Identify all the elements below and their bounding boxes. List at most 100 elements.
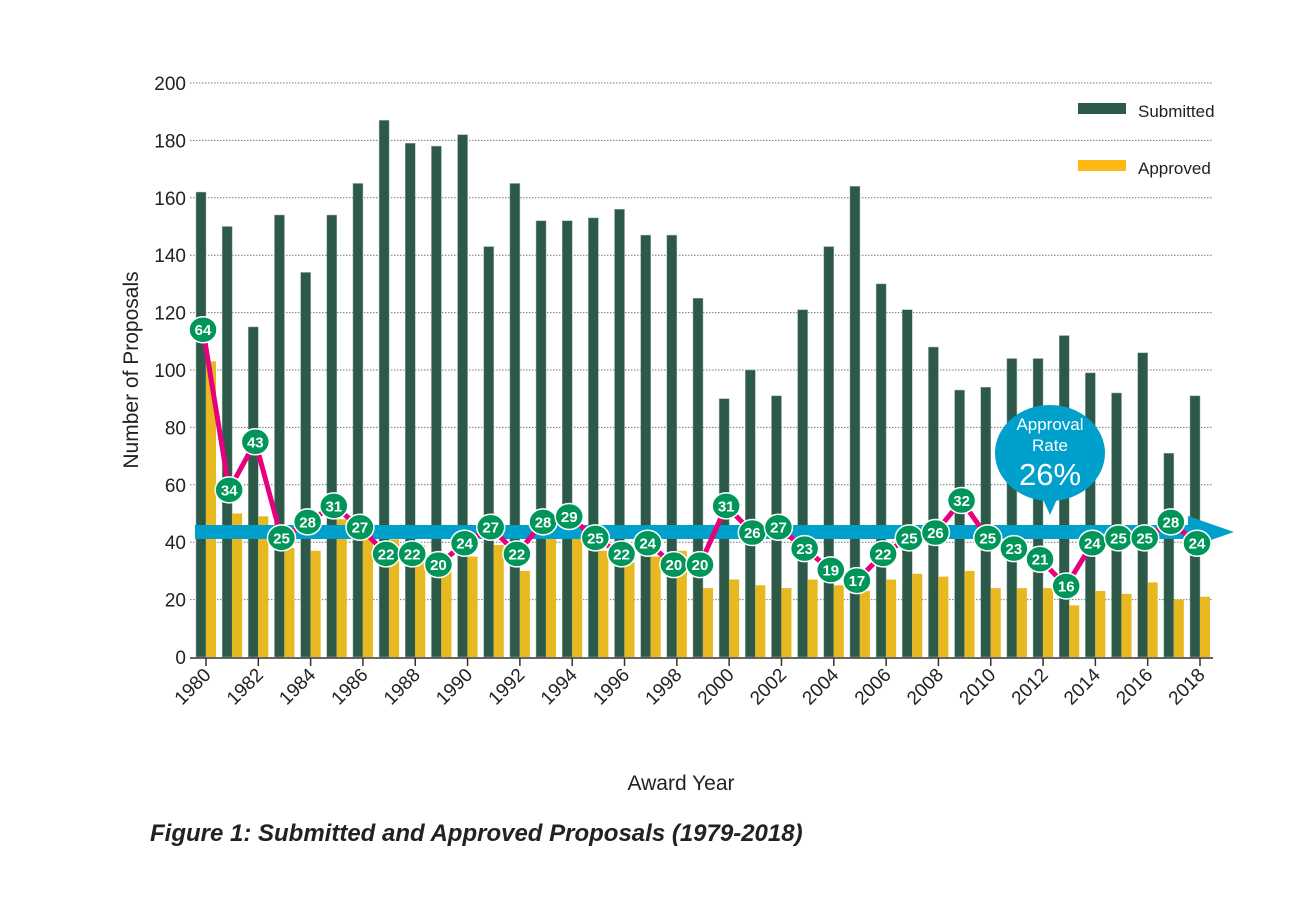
legend-swatch-submitted — [1078, 103, 1126, 114]
bar-submitted — [561, 220, 573, 658]
rate-marker — [423, 550, 454, 579]
bar-approved — [755, 585, 766, 657]
bubble-label-line2: Rate — [1032, 436, 1068, 455]
bar-submitted — [352, 183, 364, 658]
y-tick-label: 20 — [165, 591, 186, 612]
rate-marker-label: 22 — [378, 546, 395, 563]
rate-marker — [972, 524, 1003, 552]
legend-swatch-approved — [1078, 160, 1126, 171]
rate-marker — [292, 508, 323, 536]
rate-marker — [1129, 524, 1160, 552]
bar-approved — [964, 570, 975, 657]
rate-marker-label: 27 — [352, 520, 369, 537]
rate-marker — [554, 502, 584, 531]
bar-approved — [336, 519, 347, 657]
rate-marker-label: 25 — [273, 530, 290, 547]
x-tick-label: 1998 — [642, 665, 687, 710]
bar-approved — [650, 556, 661, 657]
bubble-value: 26% — [1019, 457, 1081, 492]
rate-marker-label: 23 — [1006, 541, 1023, 558]
bar-submitted — [378, 120, 390, 658]
y-tick-label: 140 — [154, 246, 186, 267]
rate-marker-label: 31 — [718, 498, 735, 515]
bar-submitted — [954, 389, 965, 658]
bar-approved — [362, 530, 373, 657]
bar-submitted — [666, 234, 678, 658]
rate-marker-label: 28 — [1162, 514, 1179, 531]
rate-marker-label: 43 — [247, 434, 264, 451]
rate-marker — [920, 518, 951, 547]
x-tick-label: 2018 — [1165, 665, 1210, 710]
y-tick-label: 80 — [165, 418, 186, 439]
x-axis-ticks: 1980 1982 1984 1986 1988 1990 1992 1994 1996 1998… — [171, 658, 1210, 709]
bar-approved — [729, 579, 740, 657]
rate-marker-label: 22 — [875, 546, 892, 563]
legend: Submitted Approved — [1078, 102, 1215, 178]
rate-marker — [1051, 572, 1081, 600]
rate-marker-label: 27 — [770, 520, 787, 537]
bar-submitted — [588, 217, 599, 658]
bar-submitted — [902, 309, 913, 658]
bar-submitted — [797, 309, 808, 658]
rate-marker-label: 24 — [456, 536, 473, 553]
rate-marker-label: 26 — [927, 525, 944, 542]
rate-marker-label: 31 — [325, 498, 342, 515]
rate-marker — [606, 540, 637, 568]
x-tick-label: 1988 — [380, 665, 425, 710]
rate-marker-label: 17 — [849, 573, 866, 590]
rate-marker-label: 25 — [1136, 530, 1153, 547]
bar-approved — [807, 579, 818, 657]
bar-submitted — [535, 220, 547, 658]
bar-approved — [859, 590, 870, 657]
bar-submitted — [980, 386, 991, 658]
rate-marker — [789, 534, 820, 563]
bar-submitted — [483, 246, 494, 658]
rate-marker — [685, 550, 715, 579]
bar-approved — [258, 516, 269, 657]
bar-approved — [1095, 590, 1106, 657]
rate-marker — [214, 476, 244, 504]
rate-marker — [946, 486, 977, 515]
average-arrow-shaft — [195, 525, 1195, 539]
rate-marker-label: 25 — [1110, 530, 1127, 547]
rate-marker-label: 20 — [665, 557, 682, 574]
y-tick-label: 100 — [154, 361, 186, 382]
x-tick-label: 1994 — [537, 664, 582, 709]
rate-marker — [266, 524, 297, 552]
bar-submitted — [640, 234, 651, 658]
figure-caption: Figure 1: Submitted and Approved Proposa… — [150, 820, 803, 847]
bar-submitted — [1163, 452, 1175, 658]
y-tick-label: 200 — [154, 74, 186, 95]
rate-marker-label: 25 — [587, 530, 604, 547]
rate-marker-label: 24 — [639, 536, 656, 553]
rate-marker — [999, 534, 1029, 563]
x-tick-label: 2000 — [694, 665, 739, 710]
bar-submitted — [1137, 352, 1148, 658]
rate-marker-label: 16 — [1058, 578, 1075, 595]
bar-approved — [1069, 605, 1080, 657]
rate-marker — [580, 524, 611, 552]
y-axis-ticks: 0 20 40 60 80 100 120 140 160 180 200 — [154, 74, 186, 669]
bar-submitted — [457, 134, 468, 658]
rate-marker-label: 32 — [953, 493, 970, 510]
x-tick-label: 2016 — [1112, 665, 1157, 710]
y-tick-label: 40 — [165, 533, 186, 554]
y-tick-label: 160 — [154, 189, 186, 210]
x-tick-label: 2012 — [1008, 665, 1053, 710]
rate-marker-label: 27 — [482, 520, 499, 537]
bar-submitted — [823, 246, 835, 658]
y-axis-label: Number of Proposals — [120, 271, 143, 468]
bar-submitted — [1032, 358, 1044, 658]
rate-marker — [1025, 545, 1055, 573]
bar-approved — [912, 573, 923, 657]
rate-marker — [1182, 529, 1212, 557]
bar-submitted — [405, 143, 416, 658]
x-tick-label: 2010 — [956, 665, 1001, 710]
x-tick-label: 2004 — [799, 664, 844, 709]
y-tick-label: 60 — [165, 476, 186, 497]
bar-approved — [676, 550, 687, 657]
rate-marker-label: 20 — [692, 557, 709, 574]
rate-marker-label: 28 — [299, 514, 316, 531]
bar-approved — [1043, 588, 1054, 657]
rate-marker — [449, 529, 480, 557]
